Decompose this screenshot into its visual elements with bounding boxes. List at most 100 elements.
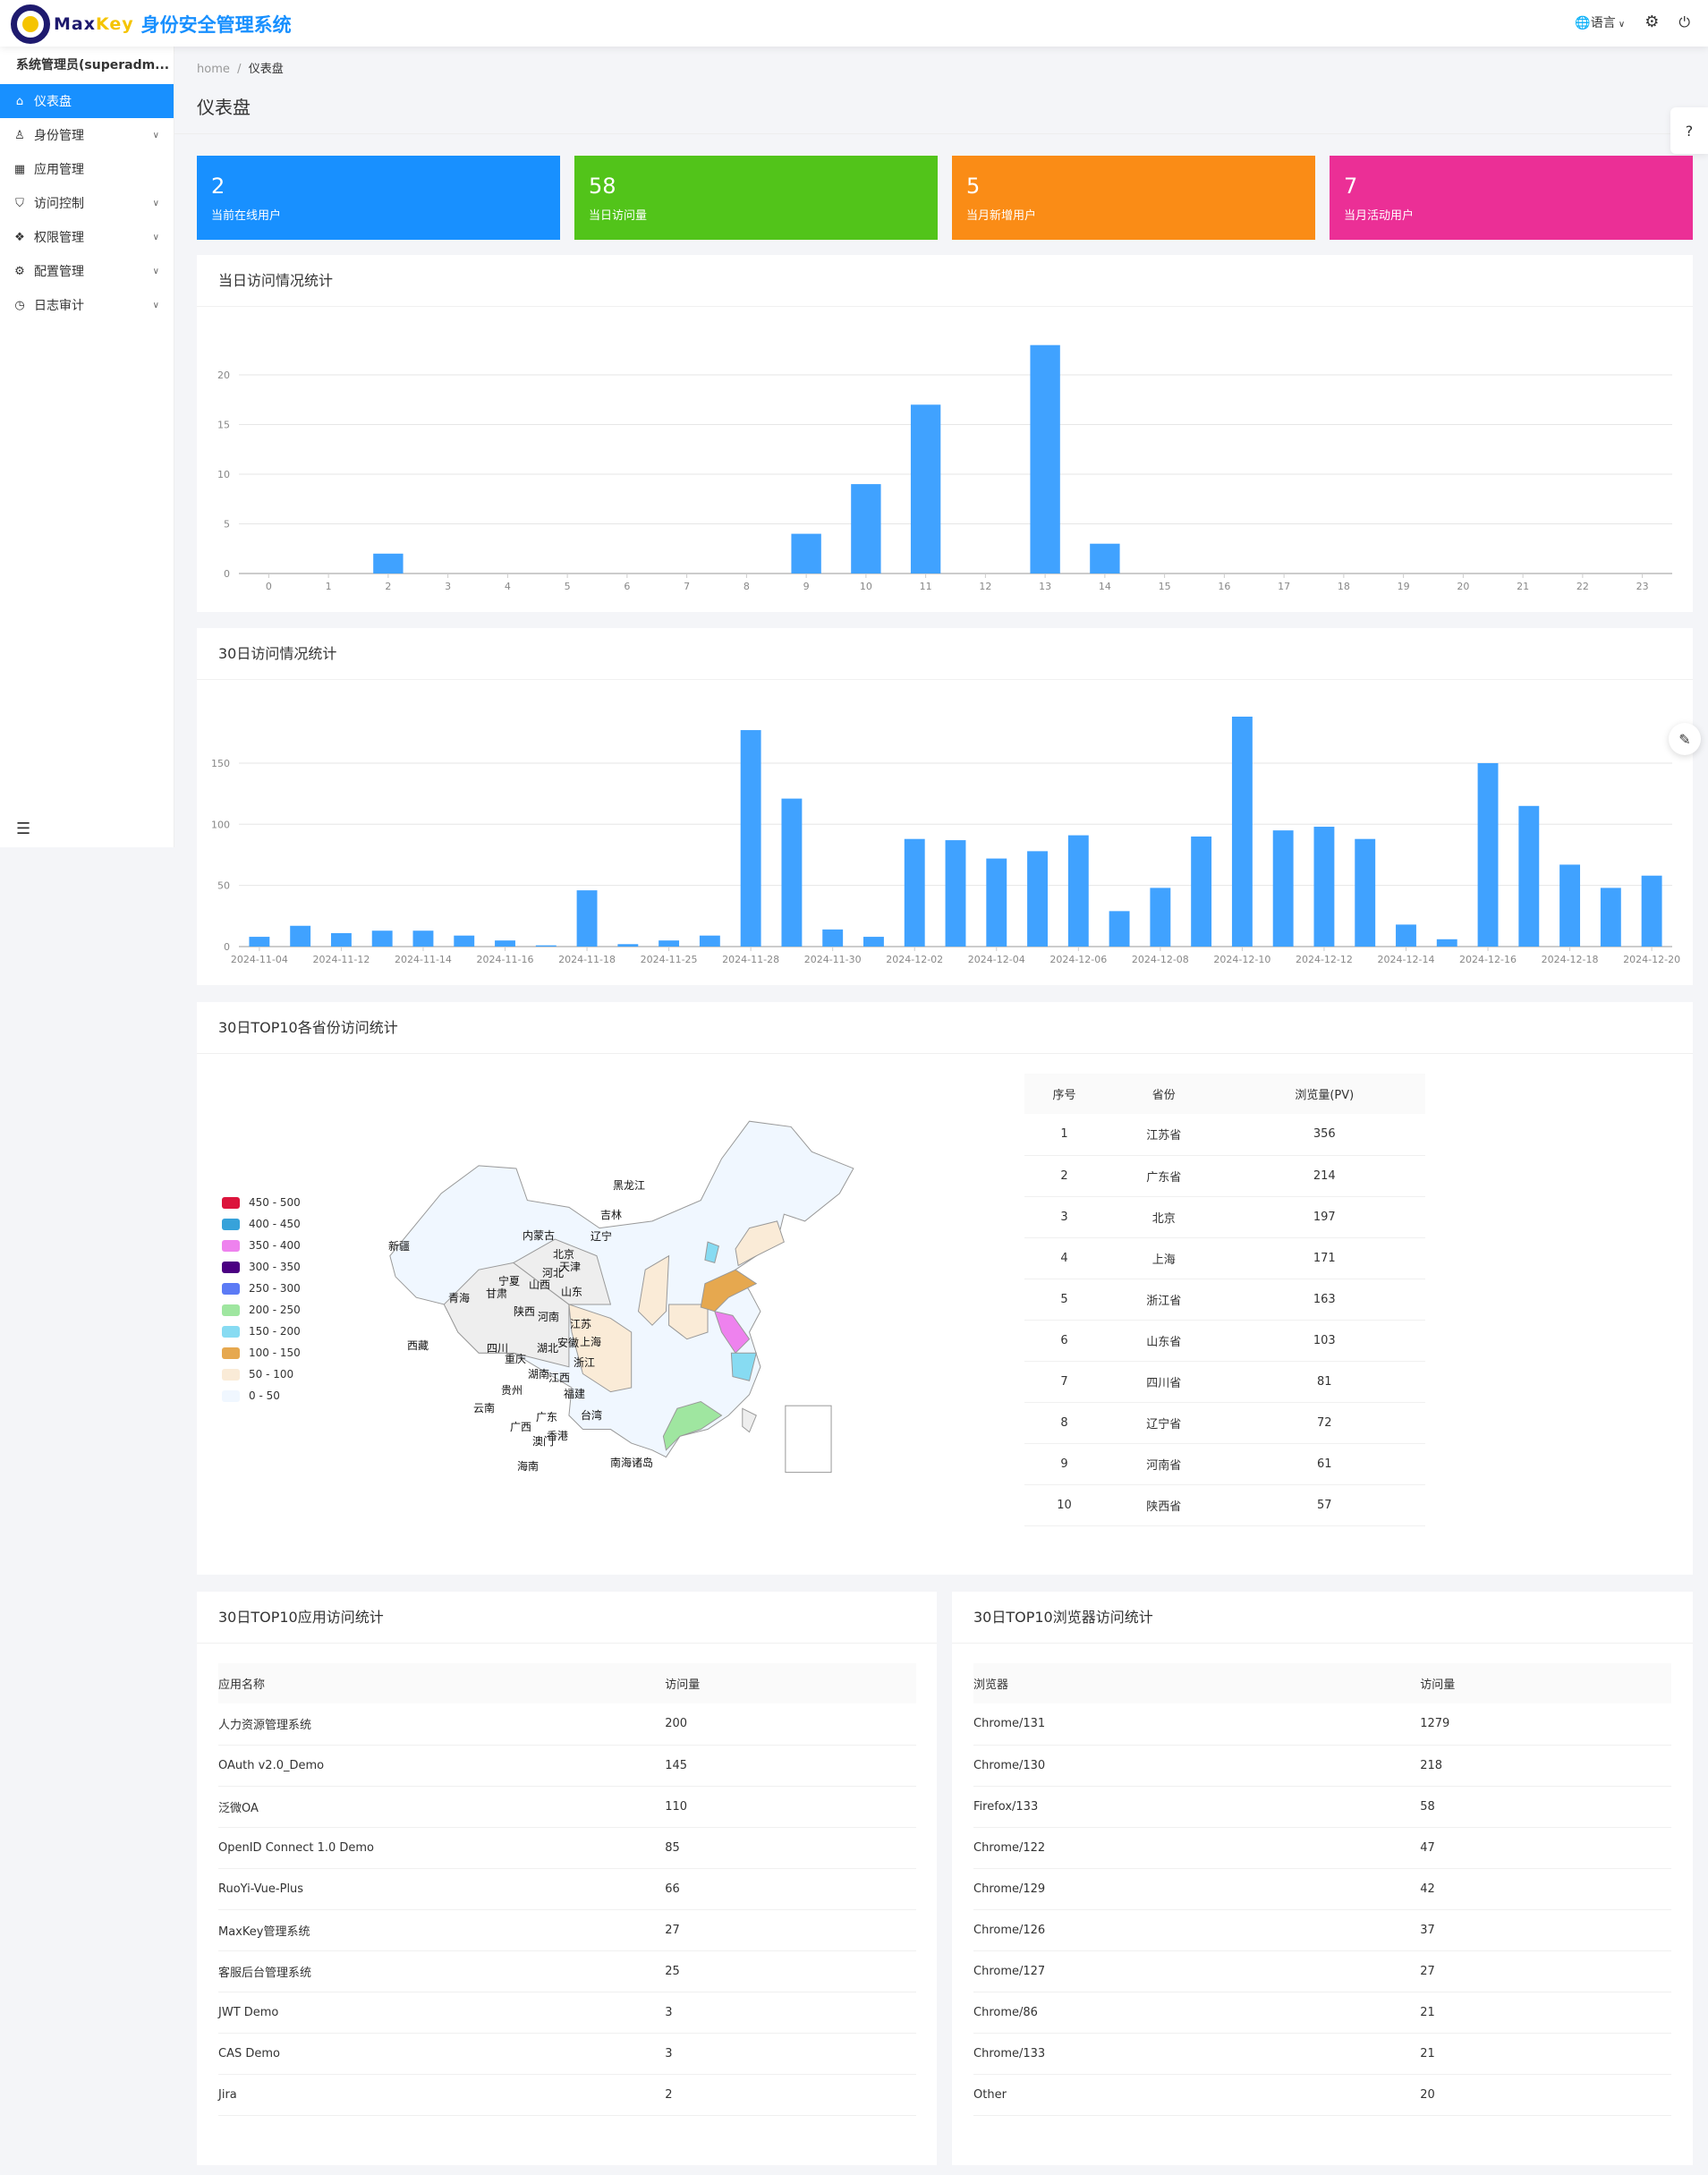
table-row: OpenID Connect 1.0 Demo 85: [218, 1827, 916, 1869]
breadcrumb-home[interactable]: home: [197, 63, 230, 76]
table-row: MaxKey管理系统 27: [218, 1909, 916, 1951]
table-cell: Chrome/126: [973, 1909, 1421, 1951]
table-row: RuoYi-Vue-Plus 66: [218, 1868, 916, 1910]
gear-icon: ⚙: [14, 264, 25, 278]
legend-item[interactable]: 100 - 150: [222, 1342, 301, 1364]
app-card: 30日TOP10应用访问统计 应用名称 访问量 人力资源管理系统 200 OAuth v…: [197, 1592, 937, 2165]
table-row: Chrome/129 42: [973, 1868, 1671, 1910]
x-tick-label: 2: [385, 581, 391, 592]
language-menu[interactable]: 🌐语言 ∨: [1575, 13, 1625, 31]
table-cell: 6: [1024, 1320, 1105, 1362]
bar: [535, 945, 557, 947]
bar: [699, 935, 720, 947]
legend-swatch: [222, 1239, 240, 1252]
legend-item[interactable]: 450 - 500: [222, 1192, 301, 1213]
table-cell: 1279: [1420, 1703, 1671, 1746]
x-tick-label: 2024-12-06: [1049, 954, 1107, 965]
gear-icon[interactable]: ⚙: [1644, 13, 1660, 31]
province-label: 海南: [517, 1459, 539, 1473]
table-cell: 66: [665, 1868, 916, 1910]
sidebar-item[interactable]: ⌂ 仪表盘: [0, 84, 174, 118]
table-row: Chrome/86 21: [973, 1992, 1671, 2034]
breadcrumb-current: 仪表盘: [248, 63, 284, 76]
logout-icon[interactable]: ⏻: [1678, 13, 1690, 30]
table-cell: 197: [1223, 1196, 1425, 1238]
x-tick-label: 2024-12-04: [968, 954, 1025, 965]
table-cell: Jira: [218, 2074, 666, 2116]
province-label: 吉林: [600, 1209, 622, 1221]
region-taiwan: [742, 1407, 757, 1433]
table-cell: 上海: [1104, 1237, 1224, 1279]
home-icon: ⌂: [15, 94, 24, 108]
column-header: 浏览器: [973, 1663, 1421, 1703]
table-cell: 356: [1223, 1114, 1425, 1156]
sidebar-item[interactable]: ⛉ 访问控制 ∨: [0, 186, 174, 220]
province-label: 福建: [564, 1387, 585, 1400]
browser-card: 30日TOP10浏览器访问统计 浏览器 访问量 Chrome/131 1279 Chro…: [952, 1592, 1693, 2165]
table-row: Chrome/131 1279: [973, 1703, 1671, 1746]
x-tick-label: 16: [1218, 581, 1230, 592]
table-cell: 42: [1420, 1868, 1671, 1910]
x-tick-label: 2024-12-18: [1542, 954, 1599, 965]
magic-wand-icon[interactable]: ✎: [1669, 723, 1701, 755]
province-label: 北京: [553, 1248, 574, 1261]
bar: [454, 935, 475, 947]
x-tick-label: 23: [1636, 581, 1649, 592]
table-cell: 江苏省: [1104, 1114, 1224, 1156]
help-icon[interactable]: ?: [1670, 107, 1708, 154]
logo[interactable]: Max Key 身份安全管理系统: [11, 4, 292, 44]
column-header: 省份: [1104, 1074, 1224, 1114]
table-cell: 171: [1223, 1237, 1425, 1279]
province-label: 香港: [547, 1430, 568, 1442]
shield-icon: ⛉: [15, 196, 24, 210]
table-cell: 3: [665, 2033, 916, 2075]
legend-item[interactable]: 400 - 450: [222, 1213, 301, 1235]
table-row: 10 陕西省 57: [1024, 1484, 1425, 1526]
table-row: 5 浙江省 163: [1024, 1279, 1425, 1321]
x-tick-label: 22: [1576, 581, 1589, 592]
bar: [1313, 827, 1335, 947]
bar: [1477, 762, 1499, 947]
legend-item[interactable]: 150 - 200: [222, 1321, 301, 1342]
x-tick-label: 12: [979, 581, 991, 592]
collapse-menu-icon[interactable]: ☰: [16, 820, 31, 838]
bar: [1109, 911, 1130, 947]
table-row: Chrome/127 27: [973, 1950, 1671, 1992]
sidebar-item[interactable]: ♙ 身份管理 ∨: [0, 118, 174, 152]
current-user: 系统管理员(superadm...: [16, 58, 170, 72]
bar: [1067, 835, 1089, 947]
bar: [1090, 543, 1120, 573]
x-tick-label: 6: [624, 581, 630, 592]
table-row: Chrome/122 47: [973, 1827, 1671, 1869]
legend-item[interactable]: 300 - 350: [222, 1256, 301, 1278]
month-visits-card: 30日访问情况统计 0 50 100 150 2024-11-04 2024-11-12 2…: [197, 628, 1693, 985]
x-tick-label: 10: [860, 581, 872, 592]
breadcrumb: home / 仪表盘: [197, 59, 284, 76]
table-cell: 37: [1420, 1909, 1671, 1951]
sidebar-item[interactable]: ▦ 应用管理: [0, 152, 174, 186]
legend-item[interactable]: 0 - 50: [222, 1385, 301, 1406]
x-tick-label: 21: [1517, 581, 1529, 592]
sidebar-item[interactable]: ⚙ 配置管理 ∨: [0, 254, 174, 288]
sidebar-item-label: 身份管理: [34, 129, 84, 143]
bar: [1355, 838, 1376, 947]
brand-max: Max: [54, 14, 96, 34]
south-sea-inset: [785, 1405, 832, 1474]
province-label: 陕西: [514, 1304, 535, 1318]
table-cell: 2: [665, 2074, 916, 2116]
bar: [904, 838, 925, 947]
bar: [1150, 888, 1171, 947]
legend-item[interactable]: 350 - 400: [222, 1235, 301, 1256]
province-label: 澳门: [532, 1434, 554, 1448]
bar: [822, 929, 844, 947]
x-tick-label: 2024-11-28: [722, 954, 779, 965]
legend-item[interactable]: 250 - 300: [222, 1278, 301, 1299]
table-cell: Chrome/131: [973, 1703, 1421, 1746]
legend-item[interactable]: 200 - 250: [222, 1299, 301, 1321]
chevron-down-icon: ∨: [152, 300, 159, 310]
sidebar-item[interactable]: ◷ 日志审计 ∨: [0, 288, 174, 322]
region-qinghai: [512, 1238, 612, 1305]
legend-item[interactable]: 50 - 100: [222, 1364, 301, 1385]
stat-card: 5 当月新增用户: [952, 156, 1315, 240]
sidebar-item[interactable]: ❖ 权限管理 ∨: [0, 220, 174, 254]
